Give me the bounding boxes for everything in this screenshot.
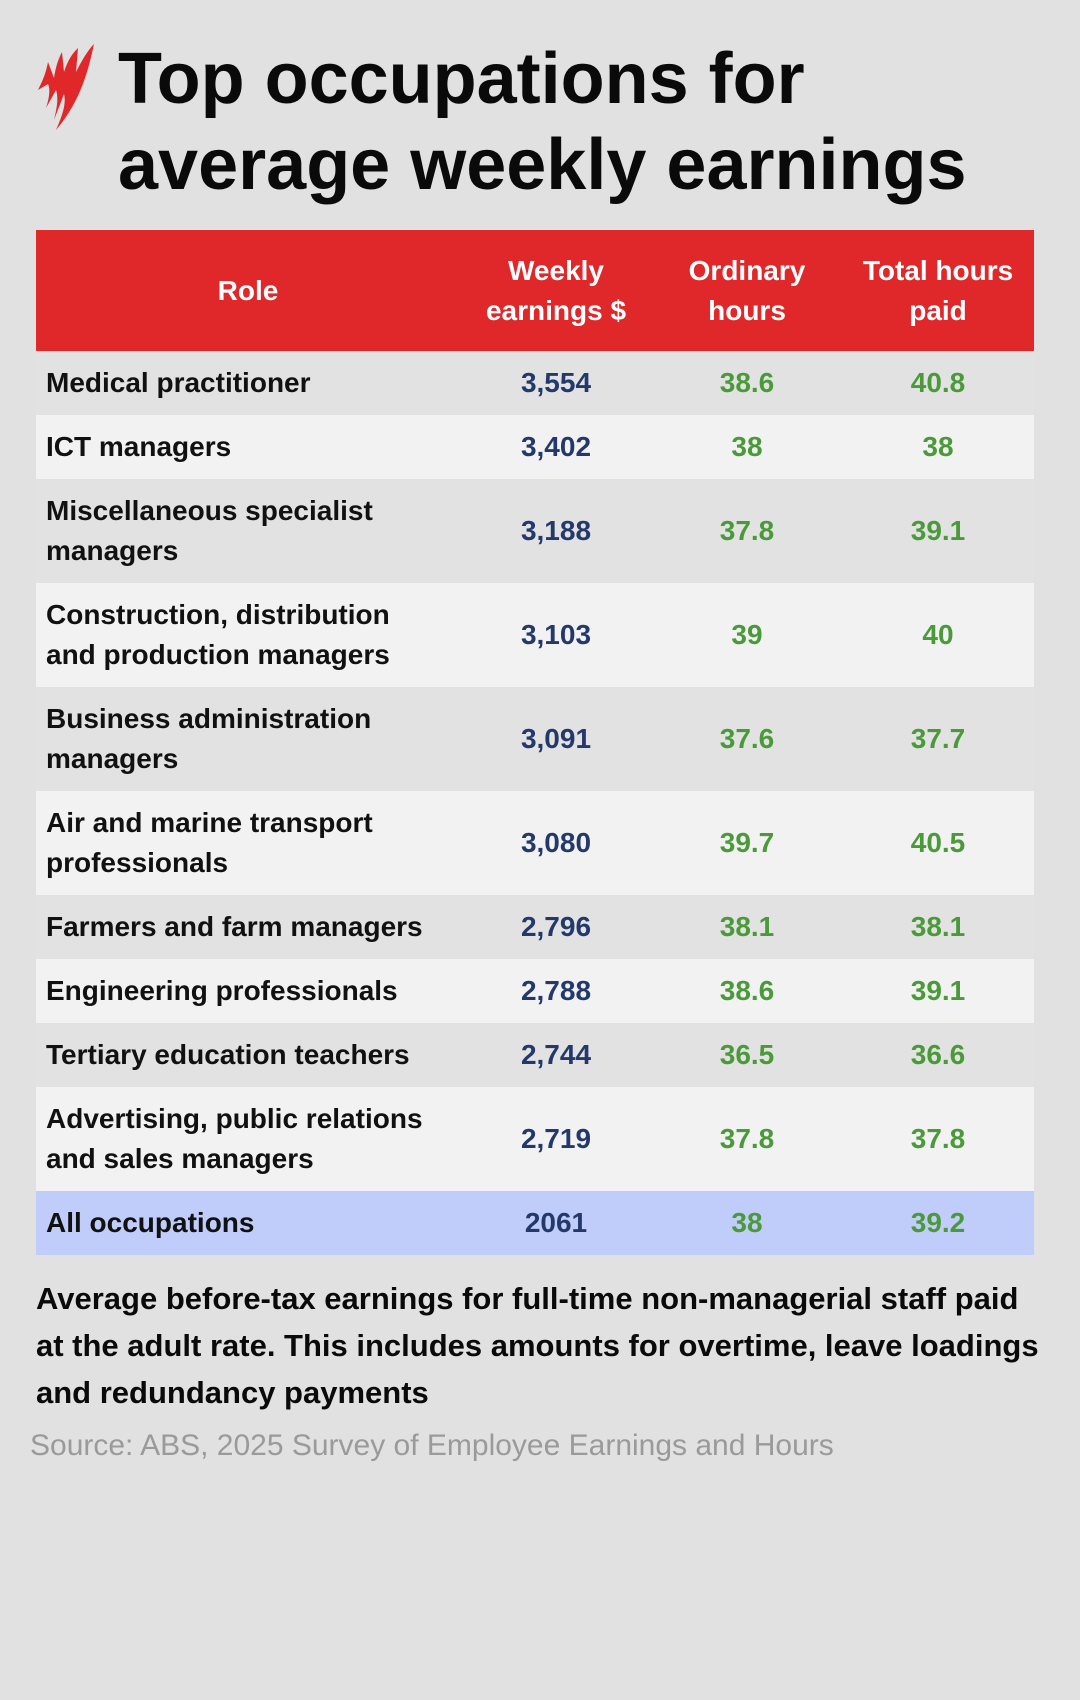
role-cell: Tertiary education teachers [36,1023,460,1087]
total-hours-cell: 39.2 [842,1191,1034,1255]
ordinary-hours-cell: 39.7 [652,791,842,895]
role-cell: Medical practitioner [36,351,460,415]
column-header: Ordinary hours [652,230,842,351]
weekly-earnings-cell: 2,744 [460,1023,652,1087]
role-cell: Air and marine transport professionals [36,791,460,895]
total-hours-cell: 36.6 [842,1023,1034,1087]
weekly-earnings-cell: 3,080 [460,791,652,895]
weekly-earnings-cell: 2061 [460,1191,652,1255]
table-row: ICT managers 3,402 38 38 [36,415,1034,479]
column-header: Weekly earnings $ [460,230,652,351]
source-text: Source: ABS, 2025 Survey of Employee Ear… [30,1429,834,1462]
ordinary-hours-cell: 38.6 [652,351,842,415]
total-hours-cell: 40.8 [842,351,1034,415]
table-row: Tertiary education teachers 2,744 36.5 36.6 [36,1023,1034,1087]
total-hours-cell: 40 [842,583,1034,687]
ordinary-hours-cell: 38.6 [652,959,842,1023]
column-header: Role [36,230,460,351]
ordinary-hours-cell: 39 [652,583,842,687]
total-hours-cell: 37.7 [842,687,1034,791]
weekly-earnings-cell: 3,103 [460,583,652,687]
infographic: Top occupations for average weekly earni… [30,36,1044,1462]
header: Top occupations for average weekly earni… [36,36,1044,208]
table-row: Construction, distribution and productio… [36,583,1034,687]
total-hours-cell: 39.1 [842,959,1034,1023]
ordinary-hours-cell: 38 [652,1191,842,1255]
total-hours-cell: 38.1 [842,895,1034,959]
total-hours-cell: 38 [842,415,1034,479]
weekly-earnings-cell: 3,402 [460,415,652,479]
weekly-earnings-cell: 3,188 [460,479,652,583]
table-row: Miscellaneous specialist managers 3,188 37… [36,479,1034,583]
table-row: Medical practitioner 3,554 38.6 40.8 [36,351,1034,415]
table-row: Business administration managers 3,091 37.… [36,687,1034,791]
ordinary-hours-cell: 38 [652,415,842,479]
ordinary-hours-cell: 38.1 [652,895,842,959]
table-row: Advertising, public relations and sales … [36,1087,1034,1191]
role-cell: ICT managers [36,415,460,479]
ordinary-hours-cell: 36.5 [652,1023,842,1087]
role-cell: Miscellaneous specialist managers [36,479,460,583]
sbs-logo-icon [38,44,94,130]
total-row: All occupations 2061 38 39.2 [36,1191,1034,1255]
weekly-earnings-cell: 2,719 [460,1087,652,1191]
earnings-table: Role Weekly earnings $ Ordinary hours Total… [36,230,1034,1255]
role-cell: Business administration managers [36,687,460,791]
table-row: Air and marine transport professionals 3,… [36,791,1034,895]
footnote: Average before-tax earnings for full-tim… [36,1281,1039,1410]
ordinary-hours-cell: 37.8 [652,479,842,583]
page-title: Top occupations for average weekly earni… [118,39,967,205]
table-header: Role Weekly earnings $ Ordinary hours Total… [36,230,1034,351]
weekly-earnings-cell: 3,091 [460,687,652,791]
table-row: Engineering professionals 2,788 38.6 39.1 [36,959,1034,1023]
role-cell: Construction, distribution and productio… [36,583,460,687]
table-row: Farmers and farm managers 2,796 38.1 38.1 [36,895,1034,959]
total-hours-cell: 39.1 [842,479,1034,583]
weekly-earnings-cell: 2,788 [460,959,652,1023]
role-cell: Engineering professionals [36,959,460,1023]
role-cell: Farmers and farm managers [36,895,460,959]
column-header: Total hours paid [842,230,1034,351]
weekly-earnings-cell: 3,554 [460,351,652,415]
total-hours-cell: 40.5 [842,791,1034,895]
role-cell: All occupations [36,1191,460,1255]
role-cell: Advertising, public relations and sales … [36,1087,460,1191]
total-hours-cell: 37.8 [842,1087,1034,1191]
ordinary-hours-cell: 37.6 [652,687,842,791]
weekly-earnings-cell: 2,796 [460,895,652,959]
ordinary-hours-cell: 37.8 [652,1087,842,1191]
